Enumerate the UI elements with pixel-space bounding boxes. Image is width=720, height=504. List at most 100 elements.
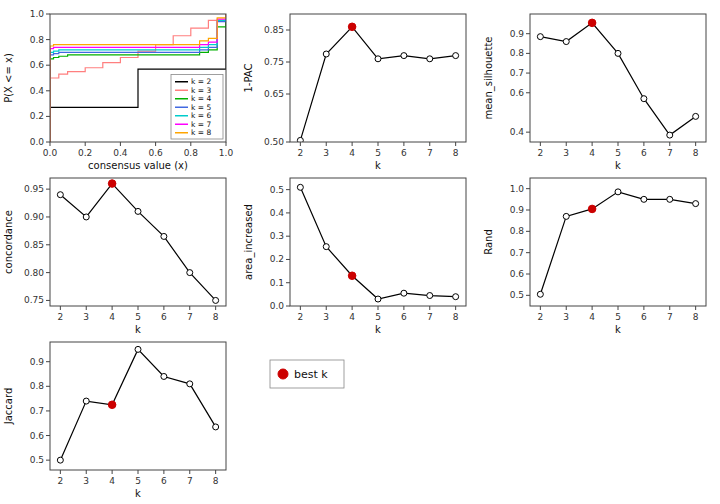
y-tick-label: 0.85 [264,25,284,35]
plot-frame [50,178,226,306]
x-tick [566,306,567,310]
metric-point [297,184,303,190]
x-tick-label: 0.0 [43,148,58,158]
y-tick [286,282,290,283]
y-tick [286,189,290,190]
x-tick [378,142,379,146]
x-tick [326,142,327,146]
plot-area [537,19,698,138]
legend: k = 2k = 3k = 4k = 5k = 6k = 7k = 8 [171,75,223,140]
panel: 23456780.500.650.750.85k1-PAC [243,14,466,171]
x-tick-label: 2 [57,312,63,322]
metric-line [300,187,455,299]
x-axis-label: k [375,160,381,171]
panel: 0.00.20.40.60.81.00.00.20.40.60.81.0cons… [3,9,233,171]
x-axis-label: k [375,324,381,335]
y-tick-label: 0.3 [270,231,284,241]
metric-point [187,270,193,276]
metric-point [667,132,673,138]
metric-point [213,297,219,303]
y-tick-label: 0.8 [30,35,45,45]
y-tick-label: 0.85 [24,240,44,250]
y-tick-label: 0.7 [510,68,524,78]
y-tick [46,435,50,436]
x-tick-label: 8 [213,476,219,486]
x-tick [352,306,353,310]
y-tick [526,92,530,93]
x-axis-label: k [135,488,141,499]
x-tick [163,470,164,474]
plot-area [50,14,226,142]
plot-frame [50,342,226,470]
x-tick [566,142,567,146]
panel: 23456780.00.10.20.30.40.5karea_increased [243,178,466,335]
best-k-point [108,401,116,409]
y-tick-label: 0.7 [510,248,524,258]
x-tick [429,142,430,146]
metric-point [57,457,63,463]
ecdf-line [50,14,226,142]
x-tick [352,142,353,146]
y-axis-label: Jaccard [3,388,14,425]
x-tick-label: 3 [83,312,89,322]
best-k-point [108,180,116,188]
legend-box [270,360,344,388]
metric-point [83,214,89,220]
y-tick-label: 0.4 [510,127,525,137]
x-tick [112,306,113,310]
legend-swatch [175,81,188,83]
x-tick-label: 2 [537,312,543,322]
x-tick-label: 7 [427,312,433,322]
panel: 23456780.750.800.850.900.95kconcordance [3,178,226,335]
x-tick [669,142,670,146]
x-tick [592,306,593,310]
y-tick [526,73,530,74]
x-tick [378,306,379,310]
y-tick-label: 0.8 [510,48,525,58]
y-tick [46,300,50,301]
metric-point [641,196,647,202]
x-tick [86,306,87,310]
best-k-point [588,19,596,27]
x-tick [540,306,541,310]
x-tick-label: 3 [563,148,569,158]
x-tick-label: 6 [641,148,647,158]
metric-point [693,113,699,119]
x-tick-label: 3 [83,476,89,486]
x-tick-label: 4 [349,312,355,322]
x-axis-label: consensus value (x) [88,160,188,171]
metric-point [427,293,433,299]
y-tick [286,142,290,143]
y-tick [46,14,50,15]
plot-frame [50,14,226,142]
x-tick-label: 7 [667,148,673,158]
panel: best k [270,360,344,388]
legend-box [171,75,223,140]
y-tick-label: 1.0 [510,184,525,194]
y-tick [46,386,50,387]
metric-line [300,27,455,141]
y-axis-label: 1-PAC [243,63,254,92]
metric-point [641,96,647,102]
x-tick [60,306,61,310]
y-tick [46,244,50,245]
x-tick [300,142,301,146]
best-k-point [348,23,356,31]
x-tick-label: 4 [109,312,115,322]
y-tick-label: 0.7 [30,406,44,416]
x-tick-label: 7 [187,476,193,486]
y-tick-label: 0.9 [510,29,525,39]
metric-point [323,51,329,57]
x-tick-label: 6 [401,148,407,158]
panel: 23456780.50.60.70.80.91.0kRand [483,178,706,335]
y-tick-label: 0.8 [510,226,525,236]
x-tick-label: 0.4 [113,148,128,158]
y-tick [526,210,530,211]
x-tick [618,142,619,146]
x-axis-label: k [135,324,141,335]
x-tick-label: 6 [161,476,167,486]
metric-point [161,233,167,239]
x-tick [155,142,156,146]
plot-area [57,346,218,463]
metric-point [109,402,115,408]
